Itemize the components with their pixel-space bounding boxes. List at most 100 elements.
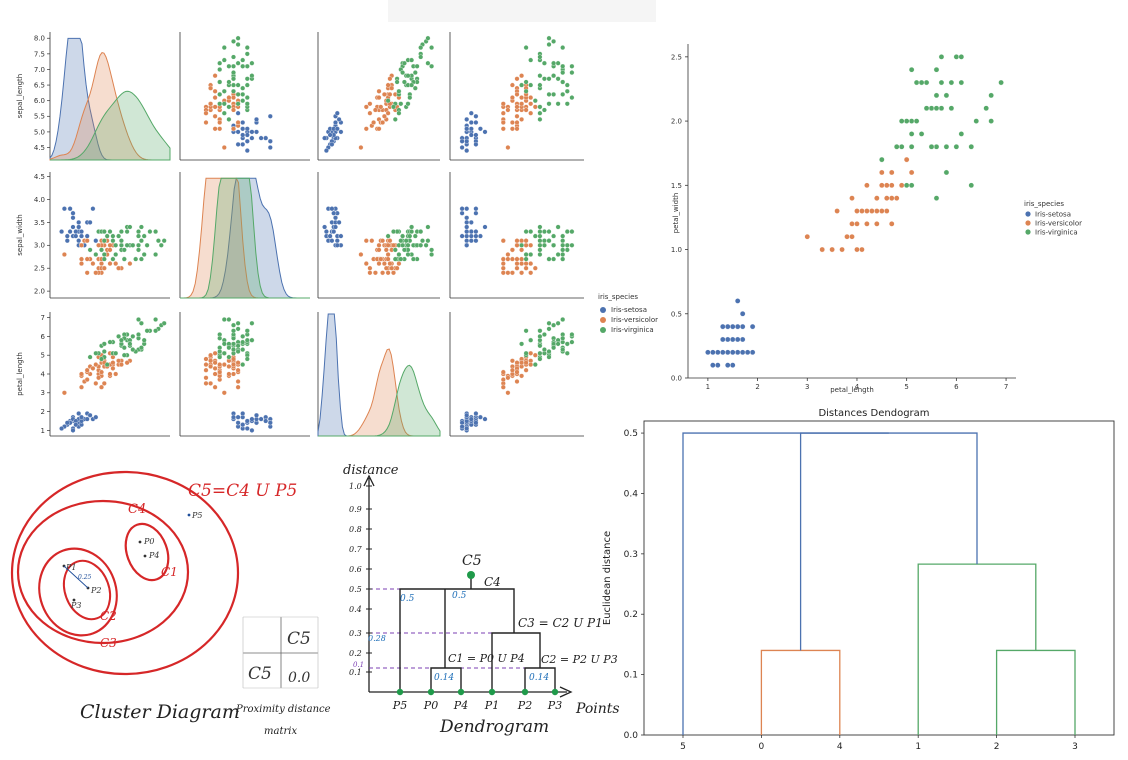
pair-point (500, 126, 506, 132)
pair-point (267, 113, 273, 119)
pair-point (482, 129, 488, 135)
pair-point (555, 101, 561, 107)
pair-ytick-label: 4.5 (34, 173, 45, 181)
petal-point (908, 66, 915, 73)
petal-point (888, 169, 895, 176)
pair-point (546, 42, 552, 47)
pair-point (519, 238, 525, 244)
pair-point (226, 345, 232, 351)
pair-point (376, 261, 382, 267)
pair-point (76, 224, 82, 230)
pair-point (505, 270, 511, 276)
pair-point (208, 364, 214, 369)
pair-point (113, 261, 119, 267)
pair-point (93, 414, 99, 420)
pair-point (537, 110, 543, 116)
pair-point (464, 224, 470, 230)
pair-ytick-label: 7 (41, 314, 45, 322)
pair-point (555, 252, 561, 257)
pair-point (93, 238, 99, 244)
pair-point (221, 145, 227, 150)
pair-point (99, 369, 104, 375)
pair-point (560, 252, 566, 257)
pair-point (235, 343, 241, 349)
pair-point (116, 265, 122, 271)
pair-point (429, 63, 435, 69)
pair-point (505, 252, 511, 257)
pair-point (464, 426, 470, 431)
petal-point (918, 79, 925, 86)
pair-point (336, 219, 342, 225)
pair-point (555, 60, 561, 66)
petal-point (913, 118, 920, 124)
pair-point (523, 45, 529, 51)
pair-point (396, 88, 402, 94)
pair-point (96, 242, 102, 248)
pair-point (519, 247, 525, 253)
pair-point (240, 347, 246, 353)
pair-point (99, 247, 104, 253)
pair-point (244, 426, 250, 431)
pair-point (244, 148, 250, 154)
pair-point (358, 145, 364, 150)
pair-point (546, 238, 552, 244)
legend-entry-setosa: Iris-setosa (611, 306, 647, 314)
pair-point (537, 224, 543, 230)
pair-point (116, 233, 122, 239)
pair-point (500, 261, 506, 267)
pair-point (363, 104, 369, 110)
pair-point (376, 126, 382, 132)
pair-point (412, 233, 418, 239)
hand-y-label: distance (343, 463, 399, 478)
pair-point (231, 322, 236, 328)
pair-point (569, 95, 575, 101)
pair-point (519, 341, 525, 347)
pair-point (546, 354, 552, 360)
pair-point (107, 261, 113, 267)
pair-point (64, 420, 70, 426)
petal-point (903, 182, 910, 189)
pair-point (212, 126, 218, 132)
petal-point (719, 349, 726, 356)
pair-point (161, 238, 167, 244)
petal-point (715, 362, 721, 368)
pair-point (240, 411, 246, 416)
pair-point (217, 79, 223, 85)
petal-point (893, 143, 900, 150)
pair-point (208, 85, 214, 91)
pair-point (523, 79, 529, 85)
pair-point (380, 120, 386, 125)
pair-point (509, 247, 515, 253)
pair-point (429, 247, 435, 253)
pair-point (523, 328, 529, 334)
pair-point (541, 238, 547, 244)
pair-point (138, 224, 144, 230)
hand-ytick-label: 0.7 (349, 545, 363, 554)
pair-point (418, 54, 424, 60)
petal-point (933, 66, 940, 73)
pair-point (468, 233, 474, 239)
pair-point (546, 349, 552, 354)
pair-point (104, 233, 110, 239)
pair-point (244, 132, 250, 138)
pair-point (93, 362, 99, 368)
pair-point (509, 120, 515, 125)
pair-point (322, 135, 328, 141)
pair-point (514, 238, 520, 244)
cluster-diagram-sketch: C5=C4 U P5 C4 C1 C2 C3 P0 P4 P1 P2 P3 P5… (10, 470, 331, 737)
hand-ytick-label: 0.9 (349, 505, 362, 514)
pair-point (101, 380, 107, 386)
pair-point (391, 270, 396, 276)
pair-point (240, 57, 246, 63)
pair-point (118, 238, 124, 244)
petal-xlabel: petal_length (830, 386, 874, 394)
pair-point (235, 35, 241, 41)
pair-point (244, 82, 250, 88)
pair-point (541, 60, 547, 66)
pair-point (523, 350, 529, 356)
pair-point (244, 328, 250, 334)
pair-point (560, 317, 566, 322)
pair-point (101, 256, 107, 262)
pair-point (70, 224, 76, 230)
pair-point (73, 229, 79, 235)
